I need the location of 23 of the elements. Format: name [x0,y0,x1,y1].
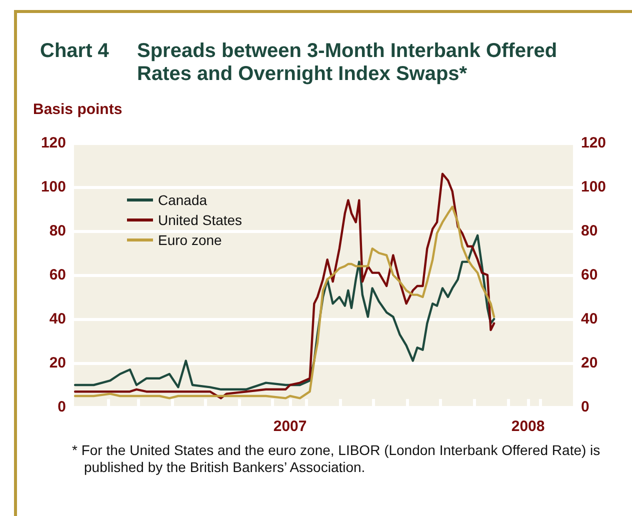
y2-tick-label: 80 [581,222,598,240]
y-tick-label: 20 [49,354,66,372]
y2-tick-label: 60 [581,266,598,284]
legend-label: Canada [158,192,208,208]
y2-tick-label: 120 [581,134,606,152]
y-tick-label: 0 [58,398,66,416]
y-axis-title: Basis points [33,101,122,118]
y-tick-label: 60 [49,266,66,284]
y-tick-label: 120 [40,134,66,152]
y-tick-label: 80 [49,222,66,240]
y2-tick-label: 40 [581,310,598,328]
text: * For the United States and the euro zone, LIBOR (London Interbank Offered Rate) is published by the British Bankers’ Association. [72,442,602,476]
y2-tick-label: 0 [581,398,590,416]
y2-tick-label: 100 [581,178,606,196]
line-series [74,234,496,390]
y-tick-label: 100 [40,178,66,196]
x-tick-label: 2008 [511,418,545,435]
x-tick-label: 2007 [273,418,307,435]
y-tick-label: 40 [49,310,66,328]
legend-label: Euro zone [158,232,222,248]
legend-label: United States [158,212,242,228]
chart-title: Chart 4 Spreads between 3-Month Interbank Offered Rates and Overnight Index Swaps* [40,40,558,85]
y2-tick-label: 20 [581,354,598,372]
